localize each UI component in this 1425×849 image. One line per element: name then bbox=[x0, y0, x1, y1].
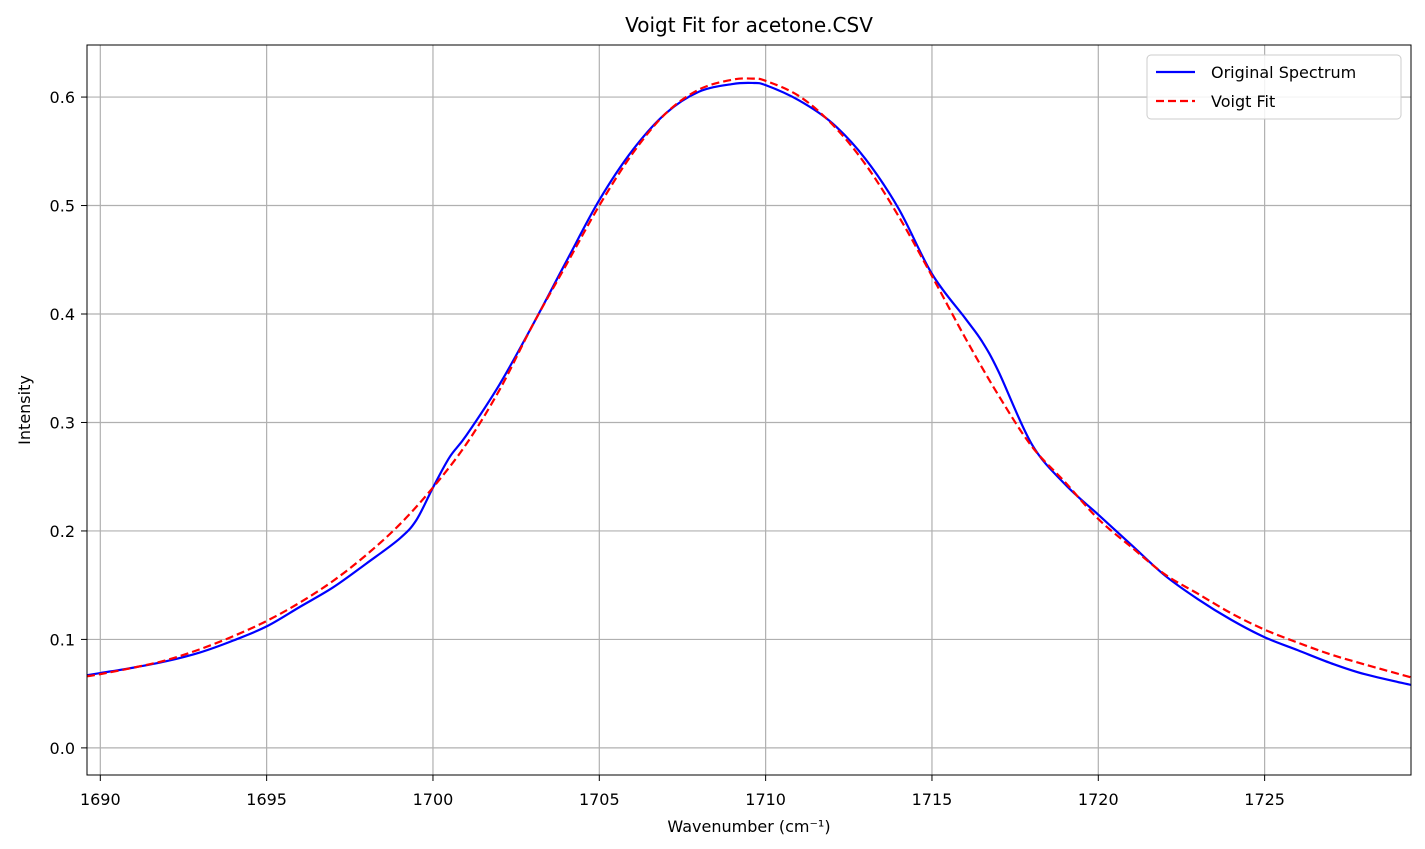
x-tick-label: 1725 bbox=[1244, 790, 1285, 809]
y-tick-label: 0.2 bbox=[50, 522, 75, 541]
y-tick-label: 0.5 bbox=[50, 197, 75, 216]
series-line-voigt-fit bbox=[87, 77, 1411, 679]
x-ticks: 1690 1695 1700 1705 1710 1715 1720 1725 bbox=[80, 775, 1285, 809]
plot-frame bbox=[86, 44, 1412, 776]
x-tick-label: 1720 bbox=[1078, 790, 1119, 809]
legend-label: Original Spectrum bbox=[1211, 63, 1356, 82]
chart-title: Voigt Fit for acetone.CSV bbox=[625, 13, 873, 37]
x-tick-label: 1710 bbox=[745, 790, 786, 809]
series-line-original-spectrum bbox=[87, 81, 1411, 687]
y-ticks: 0.0 0.1 0.2 0.3 0.4 0.5 0.6 bbox=[50, 88, 87, 758]
y-tick-label: 0.1 bbox=[50, 630, 75, 649]
y-tick-label: 0.6 bbox=[50, 88, 75, 107]
x-axis-label: Wavenumber (cm⁻¹) bbox=[667, 817, 830, 836]
x-tick-label: 1705 bbox=[579, 790, 620, 809]
series-layer bbox=[87, 77, 1411, 687]
x-tick-label: 1715 bbox=[912, 790, 953, 809]
legend-label: Voigt Fit bbox=[1211, 92, 1275, 111]
x-tick-label: 1690 bbox=[80, 790, 121, 809]
grid bbox=[87, 45, 1411, 775]
y-tick-label: 0.0 bbox=[50, 739, 75, 758]
legend-box bbox=[1146, 54, 1402, 120]
x-tick-label: 1695 bbox=[246, 790, 287, 809]
x-tick-label: 1700 bbox=[413, 790, 454, 809]
y-axis-label: Intensity bbox=[15, 375, 34, 445]
y-tick-label: 0.4 bbox=[50, 305, 75, 324]
y-tick-label: 0.3 bbox=[50, 413, 75, 432]
legend: Original Spectrum Voigt Fit bbox=[1146, 54, 1402, 120]
